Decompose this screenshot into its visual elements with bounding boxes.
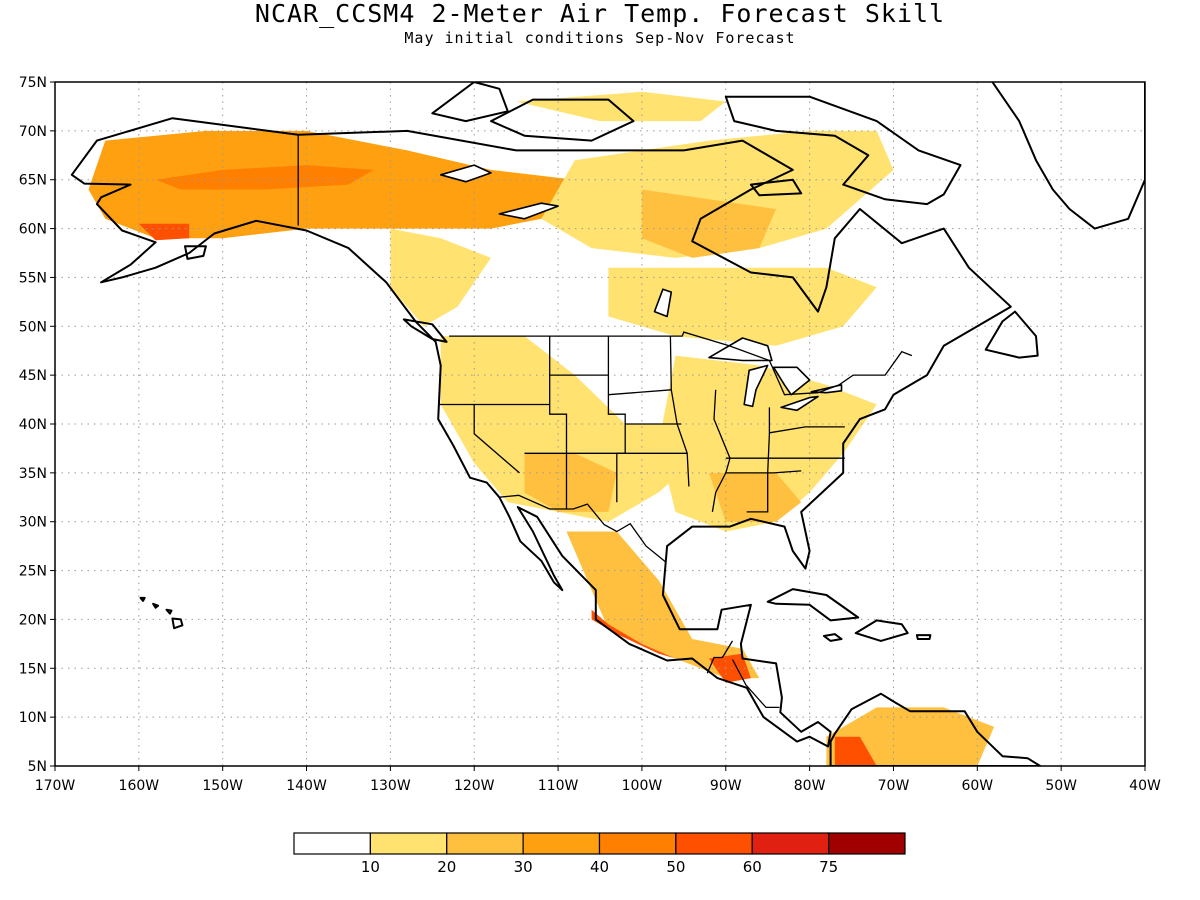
coastline-maui: [165, 608, 173, 615]
lat-tick-label: 15N: [19, 661, 47, 677]
colorbar-label: 40: [590, 858, 609, 876]
border-state-line-104w: [607, 336, 626, 503]
colorbar-label: 50: [666, 858, 685, 876]
border-us-mexico-border: [498, 494, 666, 563]
skill-region-mexico: [566, 531, 760, 679]
colorbar-label: 75: [819, 858, 838, 876]
coastline-banks-island: [431, 82, 509, 123]
chart-subtitle: May initial conditions Sep-Nov Forecast: [404, 29, 796, 47]
coastline-ellesmere-island: [726, 63, 852, 78]
border-guatemala-border: [706, 640, 734, 674]
lon-tick-label: 60W: [961, 778, 993, 794]
coastline-cuba: [766, 588, 860, 622]
lon-tick-label: 100W: [622, 778, 663, 794]
coastline-greenland: [991, 82, 1145, 230]
border-state-line-91w: [711, 389, 731, 513]
borders-layer: [297, 134, 913, 709]
lake-winnipeg: [653, 288, 673, 318]
plot-area: [55, 63, 1145, 766]
skill-region-south-america: [826, 707, 995, 766]
coastline-oahu: [152, 602, 160, 609]
coastline-layer: [70, 63, 1145, 766]
lat-tick-label: 45N: [19, 368, 47, 384]
lat-tick-label: 30N: [19, 515, 47, 531]
colorbar-box: [598, 832, 677, 855]
coastline-southampton-island: [749, 178, 803, 197]
lat-tick-label: 5N: [28, 759, 47, 775]
skill-region-canada-central: [641, 189, 777, 258]
colorbar-box: [293, 832, 371, 855]
lat-tick-label: 40N: [19, 417, 47, 433]
lon-tick-label: 170W: [35, 778, 76, 794]
lon-tick-label: 130W: [370, 778, 411, 794]
coastline-kodiak: [184, 245, 207, 260]
border-nv-ca-line: [473, 404, 520, 474]
coastline-vancouver-island: [402, 318, 448, 343]
border-lat-39-line: [769, 426, 845, 434]
skill-region-canada-north: [541, 130, 894, 258]
colorbar-box: [522, 832, 601, 855]
chart-title: NCAR_CCSM4 2-Meter Air Temp. Forecast Sk…: [254, 0, 946, 28]
axis-layer: 75N 70N 65N 60N 55N 50N 45N 40N 35N 30N 25N 20N 15N 1…: [19, 75, 1161, 794]
lat-tick-label: 25N: [19, 564, 47, 580]
colorbar-box: [369, 832, 448, 855]
coastline-kauai: [139, 596, 146, 602]
lake-erie: [780, 395, 819, 412]
lat-tick-label: 10N: [19, 710, 47, 726]
lon-tick-label: 70W: [878, 778, 910, 794]
lon-tick-label: 110W: [538, 778, 579, 794]
lake-huron: [772, 366, 811, 396]
border-us-canada-border: [449, 331, 913, 396]
great-bear-lake: [439, 164, 492, 183]
skill-region-southwest-us: [524, 453, 617, 512]
lake-michigan: [743, 364, 769, 408]
skill-region-alaska-core: [155, 165, 374, 190]
colorbar-label: 30: [514, 858, 533, 876]
skill-region-southeast-us: [709, 472, 802, 522]
coastline-hispaniola: [854, 619, 909, 642]
lon-tick-label: 80W: [794, 778, 826, 794]
skill-region-east-us: [658, 355, 877, 532]
lon-tick-label: 150W: [202, 778, 243, 794]
colorbar-label: 20: [437, 858, 456, 876]
colorbar-box: [828, 832, 906, 855]
colorbar: 10 20 30 40 50 60 75: [293, 832, 906, 876]
lat-tick-label: 20N: [19, 612, 47, 628]
coastline-puerto-rico: [915, 634, 932, 640]
skill-region-colombia-hot: [834, 736, 877, 766]
coastline-jamaica: [822, 633, 843, 642]
colorbar-box: [446, 832, 524, 855]
lat-tick-label: 65N: [19, 173, 47, 189]
colorbar-label: 10: [361, 858, 380, 876]
coastline-hawaii-big: [171, 617, 184, 630]
skill-region-sw-alaska: [138, 223, 190, 241]
coastline-north-america: [70, 117, 1012, 748]
colorbar-box: [751, 832, 830, 855]
coastline-baffin-island: [724, 95, 962, 206]
lon-tick-label: 160W: [119, 778, 160, 794]
lon-tick-label: 120W: [454, 778, 495, 794]
lon-tick-label: 90W: [710, 778, 742, 794]
skill-region-bc-coast: [390, 228, 491, 327]
lon-tick-label: 40W: [1129, 778, 1161, 794]
border-lat-35-line: [725, 470, 802, 474]
coastline-victoria-island: [490, 98, 635, 142]
colorbar-label: 60: [743, 858, 762, 876]
lat-tick-label: 50N: [19, 319, 47, 335]
border-lat-43-line: [608, 389, 672, 396]
lat-tick-label: 55N: [19, 270, 47, 286]
lat-tick-label: 75N: [19, 75, 47, 91]
lon-tick-label: 140W: [286, 778, 327, 794]
colorbar-box: [675, 832, 753, 855]
lon-tick-label: 50W: [1045, 778, 1077, 794]
skill-shading-layer: [88, 91, 995, 766]
coastline-south-america-north: [829, 692, 1042, 766]
lat-tick-label: 60N: [19, 222, 47, 238]
lat-tick-label: 35N: [19, 466, 47, 482]
coastline-newfoundland: [984, 310, 1039, 359]
lat-tick-label: 70N: [19, 124, 47, 140]
great-slave-lake: [498, 202, 559, 220]
border-honduras-border: [731, 659, 780, 709]
